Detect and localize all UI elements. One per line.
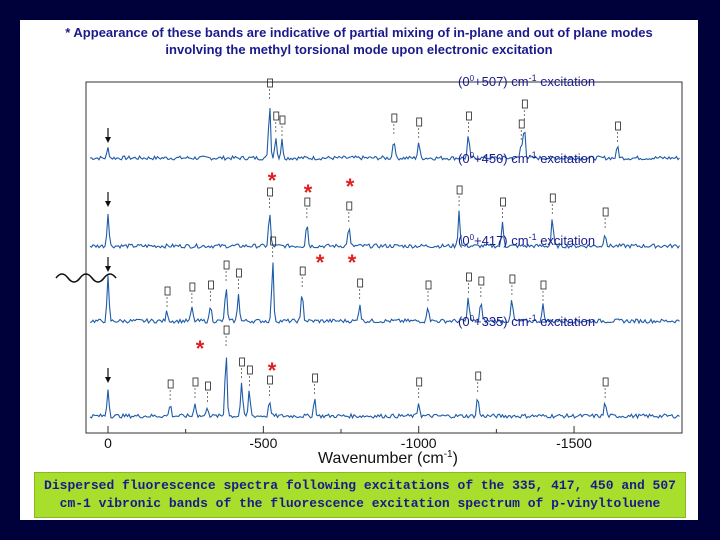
peak-label-glyph (357, 278, 364, 288)
x-axis: 0 -500 -1000 -1500 (104, 426, 592, 451)
peak-label-glyph (312, 373, 319, 383)
peak-label-glyph (615, 121, 621, 131)
peak-label-glyph (540, 280, 547, 290)
x-tick-label: -1000 (401, 435, 437, 451)
peak-label-glyph (346, 201, 353, 211)
peak-label-glyph (425, 280, 432, 290)
peak-label-glyph (267, 78, 273, 88)
mixing-star: * (304, 180, 313, 205)
origin-arrow-head (105, 377, 111, 383)
peak-label-glyph (416, 117, 423, 127)
spectrum-trace-2 (89, 210, 680, 250)
peak-label-glyph (167, 379, 174, 389)
y-axis-scribble-label (55, 273, 117, 283)
peak-label-glyph (192, 377, 199, 387)
peak-label-glyph (236, 268, 242, 278)
mixing-star: * (348, 250, 357, 275)
slide-panel: * Appearance of these bands are indicati… (20, 20, 698, 520)
peak-label-glyph (416, 377, 423, 387)
header-line-1: * Appearance of these bands are indicati… (65, 25, 653, 40)
mixing-star: * (268, 168, 277, 193)
peak-label-glyph (478, 276, 485, 286)
peak-label-glyph (279, 115, 286, 125)
series-labels: (00+507) cm-1 excitation (00+450) cm-1 ex… (458, 73, 595, 329)
peak-label-glyph (223, 260, 230, 270)
peak-label-glyph (223, 325, 230, 335)
series-label-4: (00+335) cm-1 excitation (458, 313, 595, 329)
x-axis-label-exp: -1 (444, 449, 453, 460)
peak-label-glyph (239, 357, 246, 367)
peak-label-glyph (475, 371, 482, 381)
mixing-star: * (196, 336, 205, 361)
peak-label-glyph (205, 381, 211, 391)
caption-line-2: cm-1 vibronic bands of the fluorescence … (59, 496, 661, 511)
caption: Dispersed fluorescence spectra following… (35, 477, 685, 513)
series-label-3: (00+417) cm-1 excitation (458, 232, 595, 248)
x-axis-label: Wavenumber (cm-1) (318, 449, 458, 467)
plot-frame (85, 81, 683, 434)
x-tick-label: -1500 (556, 435, 592, 451)
caption-box: Dispersed fluorescence spectra following… (34, 472, 686, 518)
caption-line-1: Dispersed fluorescence spectra following… (44, 478, 676, 493)
peak-label-glyph (246, 365, 253, 375)
x-axis-label-main: Wavenumber (cm (318, 450, 444, 467)
spectra-figure: 0 -500 -1000 -1500 Wavenumber (cm-1) (00+50… (55, 73, 683, 467)
origin-arrow-head (105, 201, 111, 207)
header-line-2: involving the methyl torsional mode upon… (165, 42, 553, 57)
spectrum-trace-4 (89, 357, 680, 420)
series-label-2: (00+450) cm-1 excitation (458, 150, 595, 166)
peak-label-glyph (299, 266, 306, 276)
peak-label-glyph (602, 207, 609, 217)
spectra-traces (89, 78, 680, 420)
peak-label-glyph (466, 272, 472, 282)
peak-label-glyph (391, 113, 398, 123)
peak-label-glyph (267, 187, 273, 197)
mixing-stars: * * * * * * * (196, 168, 357, 383)
x-tick-label: -500 (249, 435, 277, 451)
spectrum-trace-3 (89, 262, 680, 325)
peak-label-glyph (267, 375, 273, 385)
peak-label-glyph (549, 193, 556, 203)
peak-label-glyph (466, 111, 472, 121)
mixing-star: * (346, 174, 355, 199)
origin-arrow-head (105, 266, 111, 272)
x-tick-label: 0 (104, 435, 112, 451)
mixing-star: * (268, 358, 277, 383)
mixing-star: * (316, 250, 325, 275)
peak-label-glyph (509, 274, 516, 284)
peak-label-glyph (164, 286, 171, 296)
peak-label-glyph (518, 119, 525, 129)
peak-label-glyph (521, 99, 528, 109)
peak-label-glyph (208, 280, 214, 290)
series-label-1: (00+507) cm-1 excitation (458, 73, 595, 89)
peak-label-glyph (189, 282, 196, 292)
x-axis-label-close: ) (453, 450, 458, 467)
peak-label-glyph (273, 111, 280, 121)
peak-label-glyph (270, 236, 277, 246)
peak-label-glyph (456, 185, 463, 195)
slide-header: * Appearance of these bands are indicati… (20, 24, 698, 58)
origin-arrow-head (105, 137, 111, 143)
peak-label-glyph (602, 377, 609, 387)
peak-label-glyph (500, 197, 506, 207)
spectrum-trace-1 (89, 108, 680, 161)
peak-label-glyph (304, 197, 311, 207)
